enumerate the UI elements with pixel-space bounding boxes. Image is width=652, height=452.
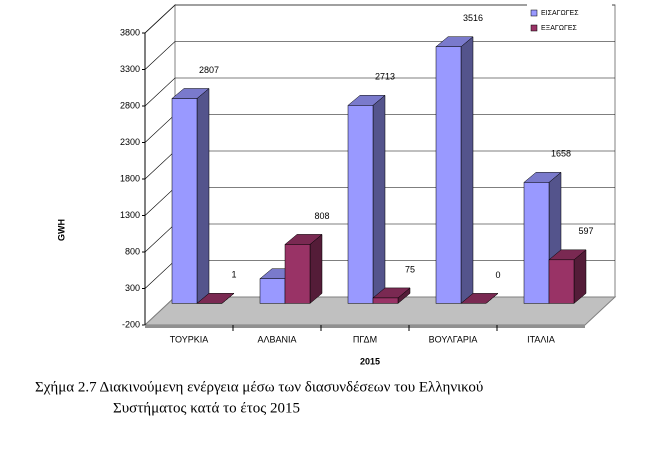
data-label: 597 (578, 226, 593, 236)
y-tick-label: 300 (125, 283, 140, 293)
x-tick-label: ΑΛΒΑΝΙΑ (257, 334, 296, 344)
data-label: 3516 (463, 13, 483, 23)
x-tick-label: ΙΤΑΛΙΑ (527, 334, 555, 344)
data-label: 1658 (551, 149, 571, 159)
data-label: 75 (405, 264, 415, 274)
x-axis-label: 2015 (360, 356, 380, 366)
y-axis-label: GWH (56, 219, 66, 241)
bar-side (197, 88, 209, 303)
y-tick-label: 1300 (120, 210, 140, 220)
data-label: 1 (231, 270, 236, 280)
bar (348, 105, 373, 303)
bar (260, 279, 285, 304)
data-label: 0 (495, 270, 500, 280)
caption-line: Συστήματος κατά το έτος 2015 (113, 400, 300, 416)
y-tick-label: -200 (122, 319, 140, 329)
y-tick-label: 2800 (120, 100, 140, 110)
bar-side (461, 37, 473, 304)
legend-swatch (531, 25, 537, 31)
bar (172, 98, 197, 303)
y-tick-label: 800 (125, 246, 140, 256)
legend-label: ΕΞΑΓΩΓΕΣ (541, 25, 578, 32)
bar (524, 182, 549, 303)
bar (285, 244, 310, 303)
bar (549, 260, 574, 304)
x-tick-label: ΠΓΔΜ (353, 334, 377, 344)
bar (436, 47, 461, 304)
data-label: 808 (314, 211, 329, 221)
y-tick-label: 1800 (120, 173, 140, 183)
y-tick-label: 3800 (120, 27, 140, 37)
bar-side (310, 234, 322, 303)
x-tick-label: ΒΟΥΛΓΑΡΙΑ (429, 334, 478, 344)
legend-label: ΕΙΣΑΓΩΓΕΣ (541, 10, 579, 17)
data-label: 2713 (375, 72, 395, 82)
y-tick-label: 2300 (120, 137, 140, 147)
bar-side (373, 95, 385, 303)
y-tick-label: 3300 (120, 64, 140, 74)
x-tick-label: ΤΟΥΡΚΙΑ (170, 334, 209, 344)
caption-line: Σχήμα 2.7 Διακινούμενη ενέργεια μέσω των… (35, 379, 483, 395)
bar (373, 298, 398, 303)
floor-edge (145, 325, 585, 328)
legend-swatch (531, 10, 537, 16)
data-label: 2807 (199, 65, 219, 75)
